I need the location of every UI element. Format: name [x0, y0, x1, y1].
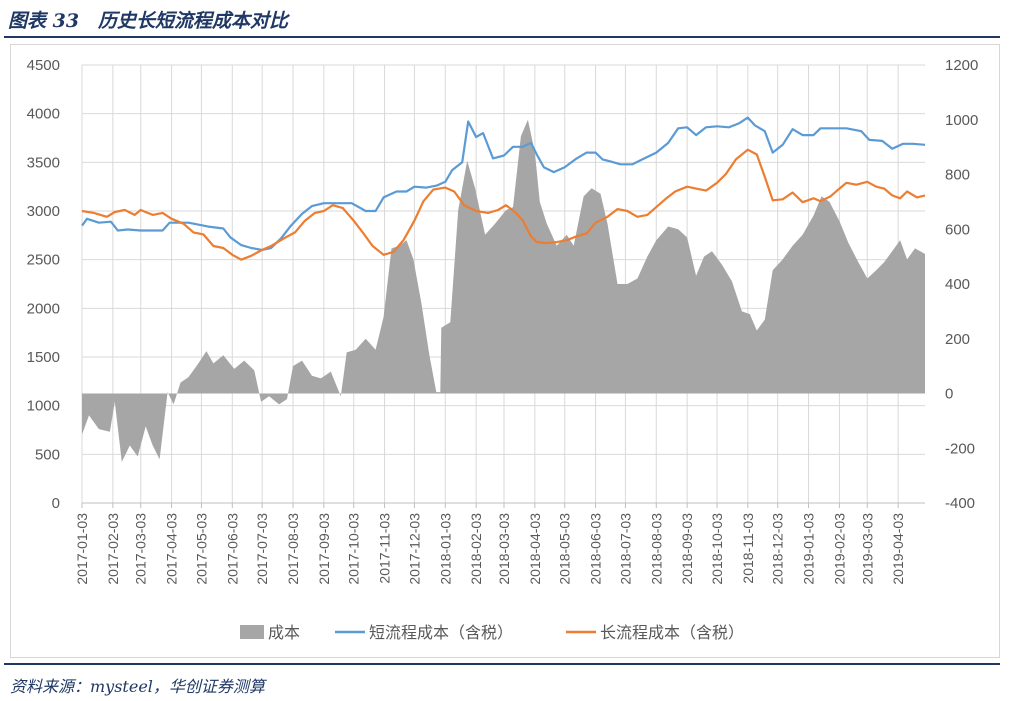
short-process-line: [81, 116, 926, 251]
right-tick-label: 1000: [945, 112, 978, 129]
right-tick-label: 0: [945, 386, 953, 403]
right-tick-label: 800: [945, 167, 970, 184]
x-tick-label: 2017-06-03: [224, 513, 240, 585]
left-tick-label: 4500: [27, 57, 60, 74]
x-tick-label: 2017-12-03: [406, 513, 422, 585]
x-tick-label: 2017-07-03: [254, 513, 270, 585]
legend-label-long: 长流程成本（含税）: [600, 624, 744, 642]
x-tick-label: 2018-12-03: [770, 513, 786, 585]
x-tick-label: 2018-04-03: [527, 513, 543, 585]
left-tick-label: 1000: [27, 398, 60, 415]
legend: 成本 短流程成本（含税） 长流程成本（含税）: [240, 624, 744, 642]
x-tick-label: 2019-02-03: [831, 513, 847, 585]
line-series: [81, 116, 926, 261]
cost-area: [82, 119, 925, 462]
left-tick-label: 1500: [27, 349, 60, 366]
x-tick-label: 2018-03-03: [496, 513, 512, 585]
x-tick-label: 2017-11-03: [377, 513, 393, 584]
left-tick-label: 3500: [27, 154, 60, 171]
legend-swatch-cost: [240, 625, 264, 639]
x-tick-label: 2019-04-03: [890, 513, 906, 585]
x-tick-label: 2017-08-03: [285, 513, 301, 585]
x-tick-label: 2017-09-03: [316, 513, 332, 585]
right-tick-label: 1200: [945, 57, 978, 74]
x-tick-label: 2018-05-03: [557, 513, 573, 585]
axes: 050010001500200025003000350040004500-400…: [27, 57, 979, 585]
left-tick-label: 500: [35, 446, 60, 463]
x-tick-label: 2018-10-03: [709, 513, 725, 585]
right-tick-label: 600: [945, 221, 970, 238]
right-tick-label: 200: [945, 331, 970, 348]
top-divider: [4, 36, 1000, 38]
cost-series: [82, 119, 925, 462]
x-tick-label: 2018-11-03: [740, 513, 756, 584]
chart-title: 图表 33 历史长短流程成本对比: [8, 10, 289, 32]
bottom-divider: [4, 663, 1000, 665]
x-tick-label: 2017-02-03: [105, 513, 121, 585]
source-note: 资料来源：mysteel，华创证券测算: [10, 677, 265, 696]
x-tick-label: 2018-07-03: [617, 513, 633, 585]
x-tick-label: 2017-04-03: [164, 513, 180, 585]
x-tick-label: 2017-05-03: [193, 513, 209, 585]
right-tick-label: 400: [945, 276, 970, 293]
right-tick-label: -400: [945, 495, 975, 512]
left-tick-label: 3000: [27, 203, 60, 220]
x-tick-label: 2018-02-03: [468, 513, 484, 585]
x-tick-label: 2018-09-03: [679, 513, 695, 585]
legend-label-short: 短流程成本（含税）: [369, 624, 513, 642]
left-tick-label: 0: [52, 495, 60, 512]
x-tick-label: 2017-10-03: [346, 513, 362, 585]
x-tick-label: 2019-01-03: [801, 513, 817, 585]
x-tick-label: 2019-03-03: [859, 513, 875, 585]
chart-frame: [10, 44, 1000, 658]
legend-label-cost: 成本: [268, 624, 300, 642]
x-tick-label: 2017-01-03: [74, 513, 90, 585]
left-tick-label: 4000: [27, 106, 60, 123]
left-tick-label: 2500: [27, 252, 60, 269]
left-tick-label: 2000: [27, 300, 60, 317]
right-tick-label: -200: [945, 440, 975, 457]
x-tick-label: 2018-06-03: [588, 513, 604, 585]
x-tick-label: 2017-03-03: [133, 513, 149, 585]
long-process-line: [81, 148, 926, 261]
x-tick-label: 2018-01-03: [437, 513, 453, 585]
x-tick-label: 2018-08-03: [648, 513, 664, 585]
